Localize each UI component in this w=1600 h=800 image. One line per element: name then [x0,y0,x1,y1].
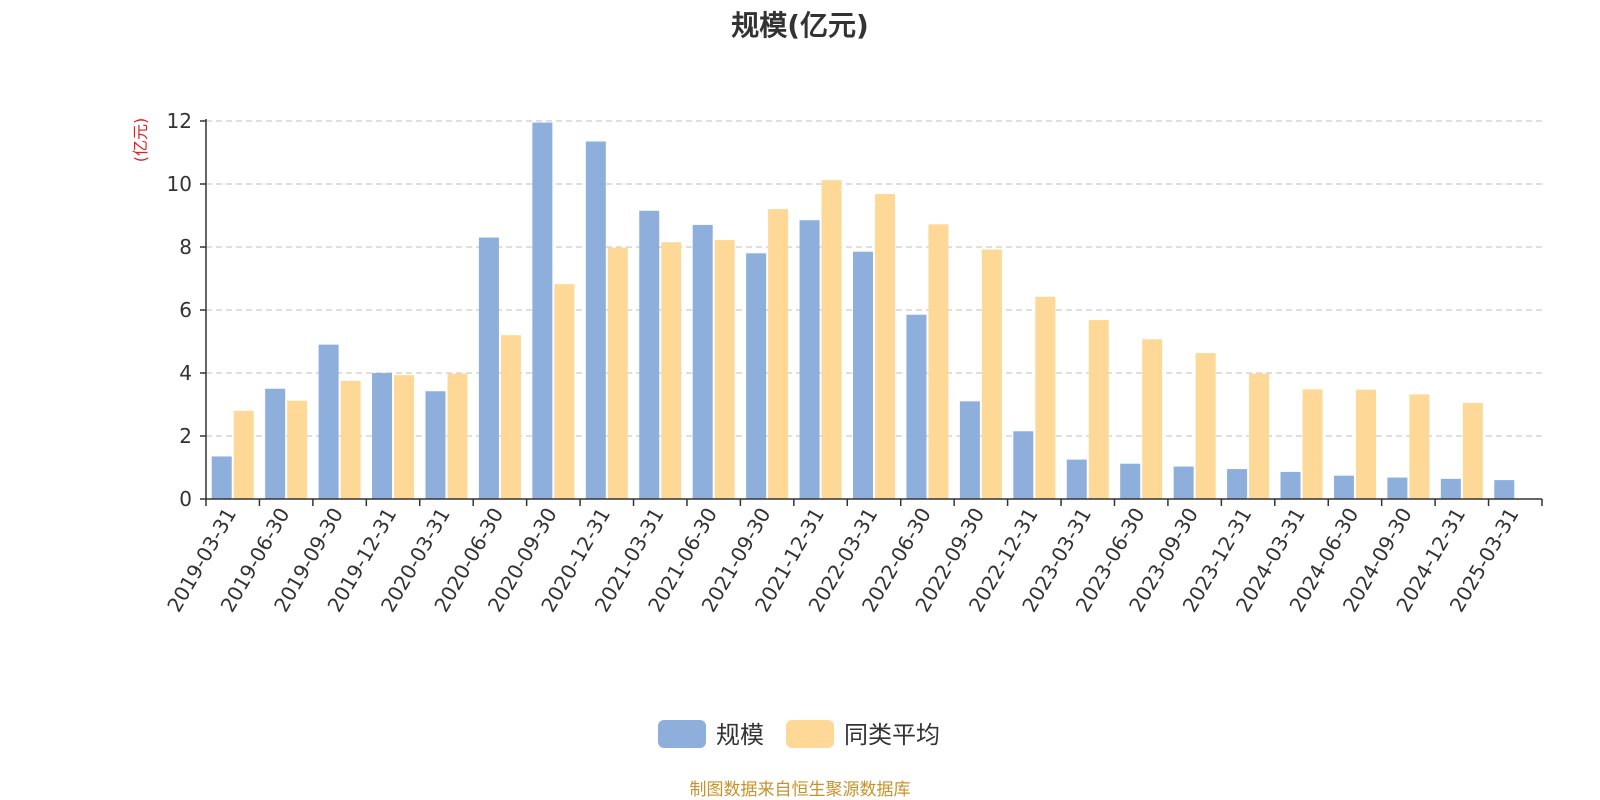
bar-category-average[interactable] [287,400,308,499]
bar-scale[interactable] [585,141,606,499]
y-tick-label: 0 [179,487,192,511]
bar-category-average[interactable] [394,375,415,499]
bar-scale[interactable] [478,237,499,500]
bar-scale[interactable] [853,251,873,499]
y-tick-label: 6 [179,298,192,322]
bar-scale[interactable] [1120,463,1141,499]
bar-category-average[interactable] [1302,389,1323,499]
y-tick-label: 2 [179,424,192,448]
bar-category-average[interactable] [661,242,682,499]
bar-scale[interactable] [265,388,286,499]
y-tick-label: 8 [179,235,192,259]
bar-category-average[interactable] [1409,394,1430,499]
bar-scale[interactable] [1333,475,1354,499]
bar-category-average[interactable] [1355,389,1376,499]
bars [211,122,1515,500]
bar-scale[interactable] [1013,431,1034,499]
bar-category-average[interactable] [447,373,468,499]
legend-label-scale: 规模 [716,721,764,749]
bar-scale[interactable] [1227,469,1248,499]
legend-item-category-average[interactable]: 同类平均 [786,720,940,749]
bar-scale[interactable] [318,344,339,499]
legend-swatch-scale [658,720,706,748]
bar-scale[interactable] [799,220,820,499]
legend-item-scale[interactable]: 规模 [658,720,764,749]
bar-category-average[interactable] [554,284,575,499]
bar-category-average[interactable] [768,209,789,499]
bar-scale[interactable] [1066,459,1087,499]
bar-scale[interactable] [692,224,713,499]
bar-category-average[interactable] [340,380,361,499]
bar-category-average[interactable] [981,249,1002,499]
y-tick-label: 12 [167,109,192,133]
bar-category-average[interactable] [233,410,254,499]
bar-scale[interactable] [959,401,980,499]
bar-scale[interactable] [1280,471,1301,499]
bar-category-average[interactable] [821,180,842,499]
bar-category-average[interactable] [1249,373,1270,499]
bar-scale[interactable] [1440,478,1461,499]
chart-title: 规模(亿元) [731,9,869,42]
bar-scale[interactable] [1494,480,1515,499]
bar-scale[interactable] [1387,477,1408,499]
bar-scale[interactable] [746,253,767,499]
axes: 0246810122019-03-312019-06-302019-09-302… [162,109,1543,616]
bar-category-average[interactable] [500,335,521,499]
bar-category-average[interactable] [928,224,949,499]
y-tick-label: 4 [179,361,192,385]
bar-category-average[interactable] [1035,296,1056,499]
bar-scale[interactable] [639,210,660,499]
bar-scale[interactable] [372,373,393,499]
bar-category-average[interactable] [1195,353,1216,499]
legend-label-category-average: 同类平均 [844,721,940,749]
bar-category-average[interactable] [714,240,735,499]
bar-scale[interactable] [1173,466,1194,499]
bar-category-average[interactable] [607,247,628,499]
y-axis-label: (亿元) [131,118,150,163]
bar-scale[interactable] [425,391,446,499]
bar-category-average[interactable] [1462,402,1483,499]
source-note: 制图数据来自恒生聚源数据库 [689,780,911,800]
y-tick-label: 10 [167,172,192,196]
bar-scale[interactable] [532,122,553,499]
bar-category-average[interactable] [1088,320,1109,499]
bar-scale[interactable] [211,456,232,499]
bar-category-average[interactable] [1142,339,1163,499]
legend: 规模 同类平均 [658,720,940,749]
bar-category-average[interactable] [875,194,895,499]
legend-swatch-category-average [786,720,834,748]
bar-scale[interactable] [906,314,927,499]
